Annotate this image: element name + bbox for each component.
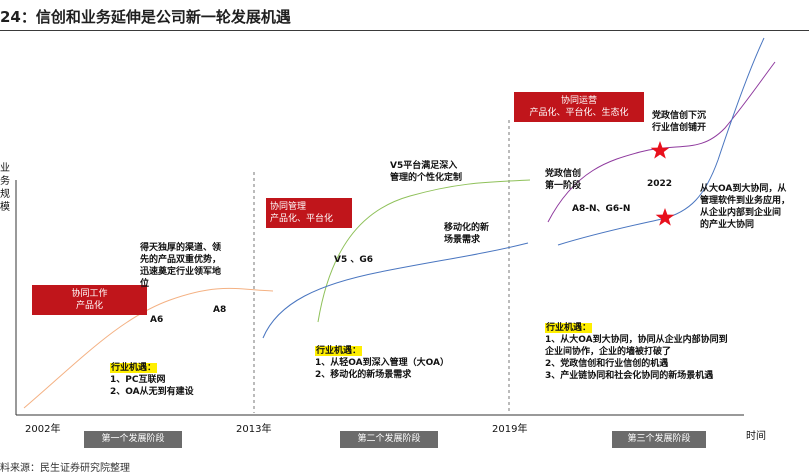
label-a8n-g6n: A8-N、G6-N <box>572 204 631 214</box>
tag-stage3: 协同运营 产品化、平台化、生态化 <box>514 92 644 122</box>
stage1-description-line: 迅速奠定行业领军地 <box>140 267 222 277</box>
tag-stage1-line: 产品化 <box>75 301 103 311</box>
label-big-oa: 从大OA到大协同，从 管理软件到业务应用， 从企业内部到企业间 的产业大协同 <box>700 183 790 231</box>
label-2022: 2022 <box>647 179 673 189</box>
year-label-2002: 2002年 <box>25 424 61 435</box>
label-dangzheng-down-line: 行业信创铺开 <box>652 123 707 133</box>
purple-curve-stage3 <box>547 61 776 223</box>
opportunities-heading: 行业机遇： <box>110 363 158 373</box>
label-dangzheng-first-line: 第一阶段 <box>545 181 582 191</box>
opportunity-line: 1、从轻OA到深入管理（大OA） <box>315 358 450 368</box>
y-axis-label: 业 务 规 模 <box>0 162 12 214</box>
label-v5-platform: V5平台满足深入 管理的个性化定制 <box>390 160 462 184</box>
tag-stage2-line: 产品化、平台化 <box>270 214 334 224</box>
y-axis-label-char: 规 <box>0 189 10 200</box>
opportunities-heading: 行业机遇： <box>315 346 363 356</box>
red-star-icon <box>650 141 670 159</box>
label-v5-platform-line: V5平台满足深入 <box>390 161 458 171</box>
opportunity-line: 3、产业链协同和社会化协同的新场景机遇 <box>545 371 714 381</box>
stage1-description-line: 得天独厚的渠道、领 <box>140 243 222 253</box>
y-axis-label-char: 业 <box>0 163 10 174</box>
label-mobile-line: 场景需求 <box>444 235 481 245</box>
opportunity-line: 2、移动化的新场景需求 <box>315 370 412 380</box>
opportunities-stage1: 行业机遇： 1、PC互联网 2、OA从无到有建设 <box>110 362 194 398</box>
tag-stage3-line: 协同运营 <box>560 96 597 106</box>
opportunity-line: 企业间协作，企业的墙被打破了 <box>545 347 672 357</box>
tag-stage2: 协同管理 产品化、平台化 <box>266 198 352 228</box>
year-label-2013: 2013年 <box>236 424 272 435</box>
label-big-oa-line: 的产业大协同 <box>700 220 755 230</box>
label-v5-platform-line: 管理的个性化定制 <box>390 173 463 183</box>
orange-curve-stage1 <box>23 287 274 409</box>
opportunities-stage3: 行业机遇： 1、从大OA到大协同，协同从企业内部协同到 企业间协作，企业的墙被打… <box>545 322 728 382</box>
source-note: 料来源：民生证券研究院整理 <box>0 463 130 474</box>
label-mobile-line: 移动化的新 <box>444 223 490 233</box>
label-v5-g6: V5 、G6 <box>334 255 374 265</box>
label-dangzheng-first: 党政信创 第一阶段 <box>545 168 581 192</box>
blue-curve-stage3 <box>557 37 765 246</box>
opportunity-line: 2、党政信创和行业信创的机遇 <box>545 359 669 369</box>
label-a8: A8 <box>213 305 227 315</box>
page-title: 24：信创和业务延伸是公司新一轮发展机遇 <box>0 8 291 26</box>
red-star-icon <box>655 208 675 226</box>
opportunity-line: 1、从大OA到大协同，协同从企业内部协同到 <box>545 335 728 345</box>
label-big-oa-line: 管理软件到业务应用， <box>700 196 791 206</box>
opportunity-line: 2、OA从无到有建设 <box>110 387 194 397</box>
blue-curve-stage2 <box>262 242 529 339</box>
label-dangzheng-down-line: 党政信创下沉 <box>652 111 707 121</box>
title-divider <box>0 30 809 31</box>
tag-stage1: 协同工作 产品化 <box>32 285 147 315</box>
green-curve-stage2 <box>317 179 531 323</box>
y-axis-label-char: 模 <box>0 202 10 213</box>
tag-stage1-line: 协同工作 <box>71 289 108 299</box>
label-big-oa-line: 从企业内部到企业间 <box>700 208 782 218</box>
label-dangzheng-first-line: 党政信创 <box>545 169 582 179</box>
stage-label-3: 第三个发展阶段 <box>612 431 706 448</box>
tag-stage3-line: 产品化、平台化、生态化 <box>529 108 629 118</box>
label-a6: A6 <box>150 315 164 325</box>
opportunities-stage2: 行业机遇： 1、从轻OA到深入管理（大OA） 2、移动化的新场景需求 <box>315 345 449 381</box>
label-mobile: 移动化的新 场景需求 <box>444 222 489 246</box>
stage1-description-line: 先的产品双重优势， <box>140 255 222 265</box>
label-big-oa-line: 从大OA到大协同，从 <box>700 184 787 194</box>
stage1-description: 得天独厚的渠道、领 先的产品双重优势， 迅速奠定行业领军地 位 <box>140 242 221 290</box>
stage-label-1: 第一个发展阶段 <box>84 431 182 448</box>
stage-label-2: 第二个发展阶段 <box>340 431 438 448</box>
year-label-2019: 2019年 <box>492 424 528 435</box>
opportunities-heading: 行业机遇： <box>545 323 593 333</box>
stage1-description-line: 位 <box>140 279 150 289</box>
y-axis-label-char: 务 <box>0 176 10 187</box>
label-dangzheng-down: 党政信创下沉 行业信创铺开 <box>652 110 706 134</box>
x-axis-label: 时间 <box>746 431 766 442</box>
opportunity-line: 1、PC互联网 <box>110 375 166 385</box>
tag-stage2-line: 协同管理 <box>270 202 307 212</box>
